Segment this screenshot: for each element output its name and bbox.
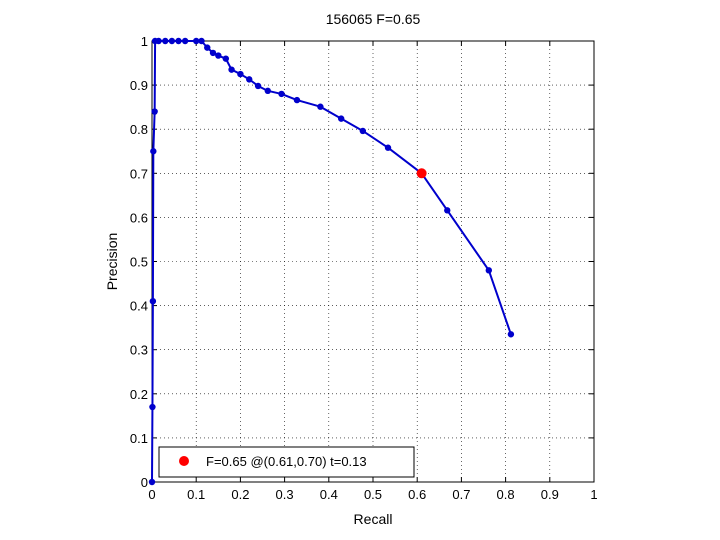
x-tick-label: 0.3 <box>276 487 294 502</box>
data-point <box>384 144 392 151</box>
y-tick-label: 0.4 <box>130 299 148 314</box>
data-point <box>151 108 158 115</box>
series-line <box>151 40 512 483</box>
y-tick-label: 0.6 <box>130 210 148 225</box>
data-point <box>293 96 301 104</box>
x-tick-label: 0.5 <box>364 487 382 502</box>
data-point <box>162 37 169 45</box>
data-point <box>444 207 451 214</box>
data-point <box>222 55 230 62</box>
legend-box <box>158 446 415 478</box>
data-point <box>181 37 189 45</box>
series-layer <box>148 37 515 486</box>
x-tick-label: 0.8 <box>497 487 515 502</box>
data-point <box>155 37 162 45</box>
legend-label: F=0.65 @(0.61,0.70) t=0.13 <box>206 454 367 469</box>
data-point <box>150 148 157 155</box>
data-point <box>317 103 324 110</box>
y-tick-label: 0.9 <box>130 78 148 93</box>
legend: F=0.65 @(0.61,0.70) t=0.13 <box>158 446 415 478</box>
y-axis-ticks: 0 0.1 0.2 0.3 0.4 0.5 0.6 0.7 0.8 0.9 1 <box>130 34 594 490</box>
highlight-layer <box>416 168 427 179</box>
y-tick-label: 0 <box>141 475 148 490</box>
y-tick-label: 0.8 <box>130 122 148 137</box>
data-point <box>278 90 285 98</box>
x-tick-label: 0.1 <box>187 487 205 502</box>
y-tick-label: 0.2 <box>130 387 148 402</box>
grid <box>152 41 594 482</box>
data-point <box>175 37 182 45</box>
data-point <box>485 267 493 274</box>
chart-title: 156065 F=0.65 <box>326 11 421 27</box>
y-axis-title: Precision <box>104 233 120 291</box>
data-point <box>237 70 244 78</box>
x-tick-label: 0.4 <box>320 487 338 502</box>
data-point <box>254 82 262 90</box>
x-tick-label: 0.7 <box>452 487 470 502</box>
legend-marker <box>179 456 189 466</box>
data-point <box>228 66 235 73</box>
data-point <box>215 52 222 59</box>
y-tick-label: 0.3 <box>130 343 148 358</box>
data-point <box>149 403 156 411</box>
data-point <box>168 37 176 45</box>
data-point <box>246 76 253 83</box>
y-tick-label: 1 <box>141 34 148 49</box>
data-point <box>198 37 205 45</box>
data-point <box>264 87 272 95</box>
x-tick-label: 0 <box>148 487 155 502</box>
data-point <box>359 127 367 135</box>
data-point <box>507 331 515 338</box>
data-point <box>337 115 345 122</box>
x-tick-label: 1 <box>590 487 597 502</box>
y-tick-label: 0.7 <box>130 166 148 181</box>
best-f-point <box>416 168 427 179</box>
y-tick-label: 0.1 <box>130 431 148 446</box>
x-axis-ticks: 0 0.1 0.2 0.3 0.4 0.5 0.6 0.7 0.8 0.9 1 <box>148 41 598 502</box>
x-tick-label: 0.6 <box>408 487 426 502</box>
x-tick-label: 0.2 <box>231 487 249 502</box>
y-tick-label: 0.5 <box>130 255 148 270</box>
data-point <box>193 37 200 45</box>
x-tick-label: 0.9 <box>541 487 559 502</box>
data-point <box>149 297 157 305</box>
data-point <box>204 44 211 51</box>
data-point <box>148 478 156 486</box>
x-axis-title: Recall <box>354 511 393 527</box>
data-point <box>209 49 217 57</box>
